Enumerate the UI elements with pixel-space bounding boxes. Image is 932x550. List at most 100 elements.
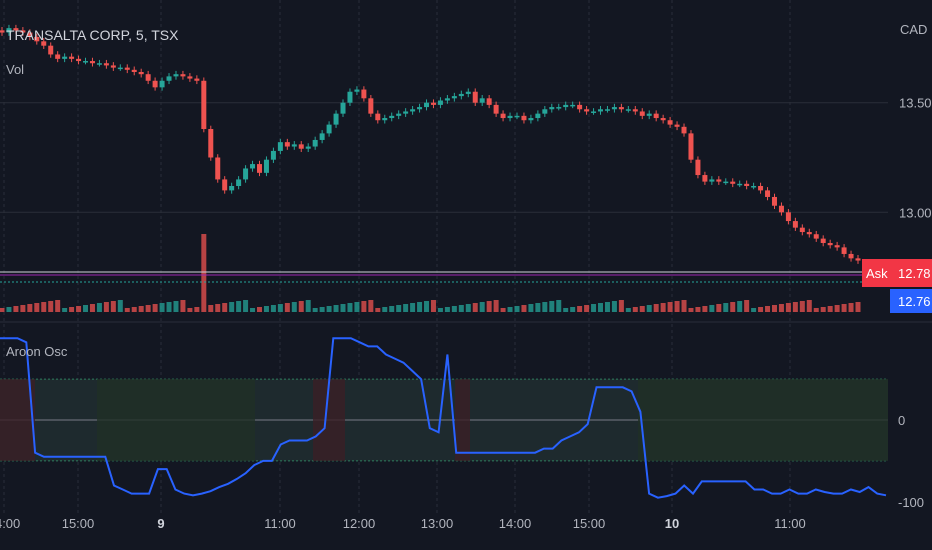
candle-body[interactable] bbox=[479, 98, 485, 103]
candle-body[interactable] bbox=[243, 168, 249, 180]
candle-body[interactable] bbox=[298, 144, 304, 149]
candle-body[interactable] bbox=[396, 113, 402, 116]
candle-body[interactable] bbox=[695, 159, 701, 176]
candle-body[interactable] bbox=[688, 133, 694, 160]
candle-body[interactable] bbox=[514, 115, 520, 118]
candle-body[interactable] bbox=[528, 118, 534, 121]
candle-body[interactable] bbox=[709, 179, 715, 182]
candle-body[interactable] bbox=[723, 181, 729, 184]
candle-body[interactable] bbox=[159, 80, 165, 88]
candle-body[interactable] bbox=[855, 258, 861, 261]
candle-body[interactable] bbox=[653, 113, 659, 119]
candle-body[interactable] bbox=[34, 36, 40, 42]
candle-body[interactable] bbox=[521, 115, 527, 121]
candle-body[interactable] bbox=[41, 41, 47, 46]
candle-body[interactable] bbox=[375, 113, 381, 121]
candle-body[interactable] bbox=[236, 179, 242, 186]
candle-body[interactable] bbox=[166, 76, 172, 81]
candle-body[interactable] bbox=[13, 28, 19, 31]
candle-body[interactable] bbox=[792, 221, 798, 228]
candle-body[interactable] bbox=[771, 196, 777, 206]
candle-body[interactable] bbox=[403, 111, 409, 114]
candle-body[interactable] bbox=[430, 102, 436, 105]
candle-body[interactable] bbox=[277, 142, 283, 151]
candle-body[interactable] bbox=[674, 124, 680, 127]
candle-body[interactable] bbox=[382, 118, 388, 121]
candle-body[interactable] bbox=[312, 139, 318, 147]
candle-body[interactable] bbox=[507, 115, 513, 119]
candle-body[interactable] bbox=[256, 164, 262, 173]
candle-body[interactable] bbox=[778, 205, 784, 213]
candle-body[interactable] bbox=[62, 56, 68, 59]
candle-body[interactable] bbox=[765, 190, 771, 197]
candle-body[interactable] bbox=[89, 61, 95, 64]
candle-body[interactable] bbox=[834, 245, 840, 248]
candle-body[interactable] bbox=[131, 69, 137, 72]
candle-body[interactable] bbox=[215, 157, 221, 180]
candle-body[interactable] bbox=[326, 124, 332, 134]
candle-body[interactable] bbox=[598, 109, 604, 112]
candle-body[interactable] bbox=[389, 115, 395, 119]
candle-body[interactable] bbox=[458, 93, 464, 97]
candle-body[interactable] bbox=[584, 109, 590, 112]
candle-body[interactable] bbox=[556, 107, 562, 109]
candle-body[interactable] bbox=[758, 186, 764, 191]
candle-body[interactable] bbox=[813, 234, 819, 239]
candle-body[interactable] bbox=[465, 91, 471, 94]
candle-body[interactable] bbox=[563, 104, 569, 108]
candle-body[interactable] bbox=[618, 107, 624, 110]
candle-body[interactable] bbox=[549, 107, 555, 110]
candle-body[interactable] bbox=[319, 133, 325, 140]
candle-body[interactable] bbox=[493, 104, 499, 114]
candle-body[interactable] bbox=[145, 74, 151, 81]
candle-body[interactable] bbox=[591, 111, 597, 113]
candle-body[interactable] bbox=[354, 89, 360, 92]
candle-body[interactable] bbox=[820, 238, 826, 243]
candle-body[interactable] bbox=[152, 80, 158, 88]
candle-body[interactable] bbox=[451, 96, 457, 99]
candle-body[interactable] bbox=[138, 72, 144, 75]
candle-body[interactable] bbox=[639, 111, 645, 116]
candle-body[interactable] bbox=[542, 109, 548, 114]
candle-body[interactable] bbox=[0, 30, 5, 33]
candle-body[interactable] bbox=[27, 32, 33, 37]
candle-body[interactable] bbox=[83, 61, 89, 63]
candle-body[interactable] bbox=[250, 164, 256, 169]
candle-body[interactable] bbox=[208, 129, 214, 158]
candle-body[interactable] bbox=[187, 76, 193, 79]
candle-body[interactable] bbox=[535, 113, 541, 119]
candle-body[interactable] bbox=[604, 109, 610, 111]
candle-body[interactable] bbox=[270, 150, 276, 160]
candle-body[interactable] bbox=[702, 175, 708, 182]
candle-body[interactable] bbox=[625, 109, 631, 111]
candle-body[interactable] bbox=[222, 179, 228, 191]
candle-body[interactable] bbox=[848, 253, 854, 259]
candle-body[interactable] bbox=[284, 142, 290, 147]
candle-body[interactable] bbox=[194, 78, 200, 81]
candle-body[interactable] bbox=[333, 113, 339, 125]
candle-body[interactable] bbox=[611, 107, 617, 110]
candle-body[interactable] bbox=[117, 67, 123, 70]
candle-body[interactable] bbox=[744, 183, 750, 186]
candle-body[interactable] bbox=[841, 247, 847, 254]
candle-body[interactable] bbox=[827, 243, 833, 246]
candle-body[interactable] bbox=[124, 67, 130, 70]
candle-body[interactable] bbox=[180, 74, 186, 77]
candle-body[interactable] bbox=[737, 183, 743, 186]
candle-body[interactable] bbox=[667, 120, 673, 125]
candle-body[interactable] bbox=[410, 109, 416, 112]
candle-body[interactable] bbox=[486, 98, 492, 105]
candle-body[interactable] bbox=[632, 109, 638, 112]
candle-body[interactable] bbox=[20, 30, 26, 33]
candle-body[interactable] bbox=[340, 102, 346, 114]
candle-body[interactable] bbox=[368, 98, 374, 114]
candle-body[interactable] bbox=[173, 74, 179, 77]
candle-body[interactable] bbox=[201, 80, 207, 129]
candle-body[interactable] bbox=[96, 63, 102, 65]
candle-body[interactable] bbox=[660, 118, 666, 121]
candle-body[interactable] bbox=[751, 186, 757, 188]
candle-body[interactable] bbox=[646, 113, 652, 116]
candle-body[interactable] bbox=[681, 126, 687, 134]
candle-body[interactable] bbox=[437, 100, 443, 105]
